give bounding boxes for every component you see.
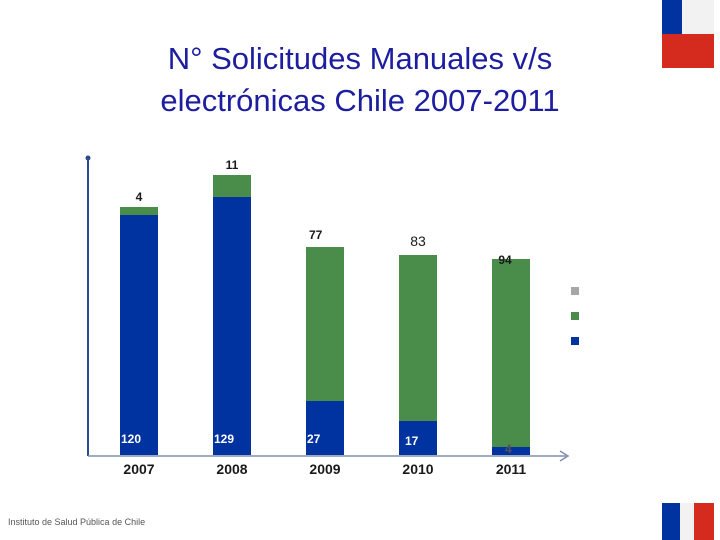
bar-segment-2011-electronic (492, 447, 530, 455)
value-label-2010-manual: 83 (410, 233, 426, 249)
x-tick-label-2010: 2010 (402, 461, 433, 477)
value-label-2009-electronic: 27 (307, 432, 321, 446)
bar-segment-2007-electronic (120, 215, 158, 455)
legend (571, 287, 579, 345)
flag-blue-block (662, 0, 682, 34)
value-label-2008-manual: 11 (226, 158, 239, 172)
x-tick-label-2009: 2009 (309, 461, 340, 477)
value-label-2008-electronic: 129 (214, 432, 234, 446)
x-axis-arrow-icon (559, 450, 570, 462)
bar-segment-2010-manual (399, 255, 437, 421)
bars-group (120, 175, 530, 455)
legend-swatch-gray (571, 287, 579, 295)
bar-segment-2010-electronic (399, 421, 437, 455)
chart-title-line-1: N° Solicitudes Manuales v/s (167, 41, 553, 76)
bar-segment-2011-manual (492, 259, 530, 447)
x-tick-label-2007: 2007 (123, 461, 154, 477)
bar-segment-2008-manual (213, 175, 251, 197)
x-tick-label-2011: 2011 (496, 461, 527, 477)
flag-white-block (682, 0, 714, 34)
bar-segment-2007-manual (120, 207, 158, 215)
value-label-2007-manual: 4 (136, 190, 143, 204)
chart-title: N° Solicitudes Manuales v/s electrónicas… (100, 38, 620, 122)
bar-segment-2009-electronic (306, 401, 344, 455)
value-label-2009-manual: 77 (309, 228, 323, 242)
chart-title-line-2: electrónicas Chile 2007-2011 (160, 83, 560, 118)
value-label-2011-electronic: 4 (505, 442, 512, 456)
flag-small-blue-block (662, 503, 680, 540)
x-tick-label-2008: 2008 (216, 461, 247, 477)
footer-institution: Instituto de Salud Pública de Chile (8, 517, 146, 527)
legend-swatch-electronic (571, 337, 579, 345)
chile-flag-small-icon (662, 503, 714, 540)
chile-flag-icon (662, 0, 714, 68)
value-label-2011-manual: 94 (498, 253, 512, 267)
flag-red-block (662, 34, 714, 68)
flag-small-red-block (694, 503, 714, 540)
value-label-2010-electronic: 17 (405, 434, 419, 448)
flag-small-white-block (680, 503, 694, 540)
y-axis-top-dot (85, 155, 91, 161)
value-label-2007-electronic: 120 (121, 432, 141, 446)
bar-segment-2009-manual (306, 247, 344, 401)
legend-swatch-manual (571, 312, 579, 320)
labels-group: 120 4 2007 129 11 2008 27 77 2009 17 83 2010 4 94 2011 (121, 158, 526, 477)
bar-segment-2008-electronic (213, 197, 251, 455)
